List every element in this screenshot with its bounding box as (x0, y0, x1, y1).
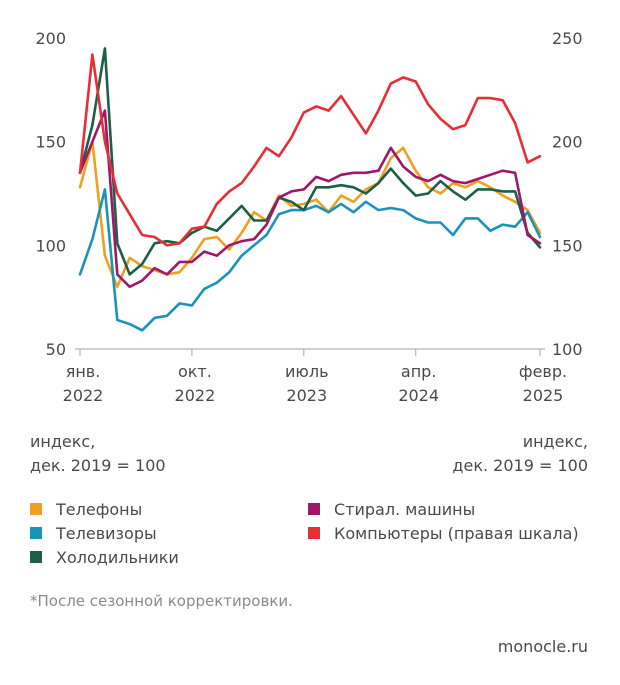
y-axis-right-label-line2: дек. 2019 = 100 (452, 456, 588, 475)
y-axis-left-label-line2: дек. 2019 = 100 (30, 456, 166, 475)
legend-item-tvs: Телевизоры (30, 522, 157, 544)
legend-label: Стирал. машины (334, 499, 476, 519)
y-left-tick-label: 150 (35, 133, 66, 152)
y-axis-right: 250 200 150 100 (552, 29, 583, 359)
x-tick-label: 2025 (523, 386, 564, 405)
y-axis-left-label: индекс, дек. 2019 = 100 (30, 430, 166, 478)
x-tick-label: окт. (178, 362, 212, 381)
y-left-tick-label: 50 (46, 340, 66, 359)
legend-swatch (30, 503, 42, 515)
legend-swatch (308, 527, 320, 539)
legend: Телефоны Телевизоры Холодильники Стирал.… (30, 498, 600, 568)
legend-item-computers: Компьютеры (правая шкала) (308, 522, 579, 544)
y-axis-left-label-line1: индекс, (30, 432, 96, 451)
series-line-3 (78, 47, 542, 276)
x-tick-label: июль (285, 362, 329, 381)
legend-item-fridges: Холодильники (30, 546, 179, 568)
y-right-tick-label: 200 (552, 133, 583, 152)
legend-label: Компьютеры (правая шкала) (334, 523, 579, 543)
legend-label: Телефоны (56, 499, 143, 519)
x-tick-label: янв. (66, 362, 101, 381)
y-right-tick-label: 100 (552, 340, 583, 359)
series-line-5 (78, 53, 542, 247)
x-tick-label: 2022 (63, 386, 104, 405)
y-right-tick-label: 150 (552, 236, 583, 255)
y-axis-right-label-line1: индекс, (522, 432, 588, 451)
x-tick-label: 2022 (175, 386, 216, 405)
legend-label: Телевизоры (56, 523, 157, 543)
series-lines (78, 47, 542, 332)
x-tick-label: февр. (519, 362, 567, 381)
legend-swatch (30, 551, 42, 563)
x-tick-label: 2024 (398, 386, 439, 405)
x-axis: янв. 2022 окт. 2022 июль 2023 апр. 2024 февр. 202… (63, 349, 567, 405)
legend-swatch (30, 527, 42, 539)
y-axis-right-label: индекс, дек. 2019 = 100 (452, 430, 588, 478)
series-line-4 (78, 109, 542, 289)
legend-item-washers: Стирал. машины (308, 498, 475, 520)
footnote: *После сезонной корректировки. (30, 592, 293, 610)
y-left-tick-label: 100 (35, 236, 66, 255)
chart: 200 150 100 50 250 200 150 100 янв. 2022 окт. 202… (35, 29, 583, 405)
legend-item-phones: Телефоны (30, 498, 142, 520)
y-left-tick-label: 200 (35, 29, 66, 48)
source-label: monocle.ru (497, 637, 588, 656)
y-axis-left: 200 150 100 50 (35, 29, 66, 359)
series-line-2 (78, 188, 542, 332)
legend-label: Холодильники (56, 547, 179, 567)
legend-swatch (308, 503, 320, 515)
series-line-1 (78, 140, 542, 289)
x-tick-label: апр. (401, 362, 437, 381)
x-tick-label: 2023 (286, 386, 327, 405)
y-right-tick-label: 250 (552, 29, 583, 48)
